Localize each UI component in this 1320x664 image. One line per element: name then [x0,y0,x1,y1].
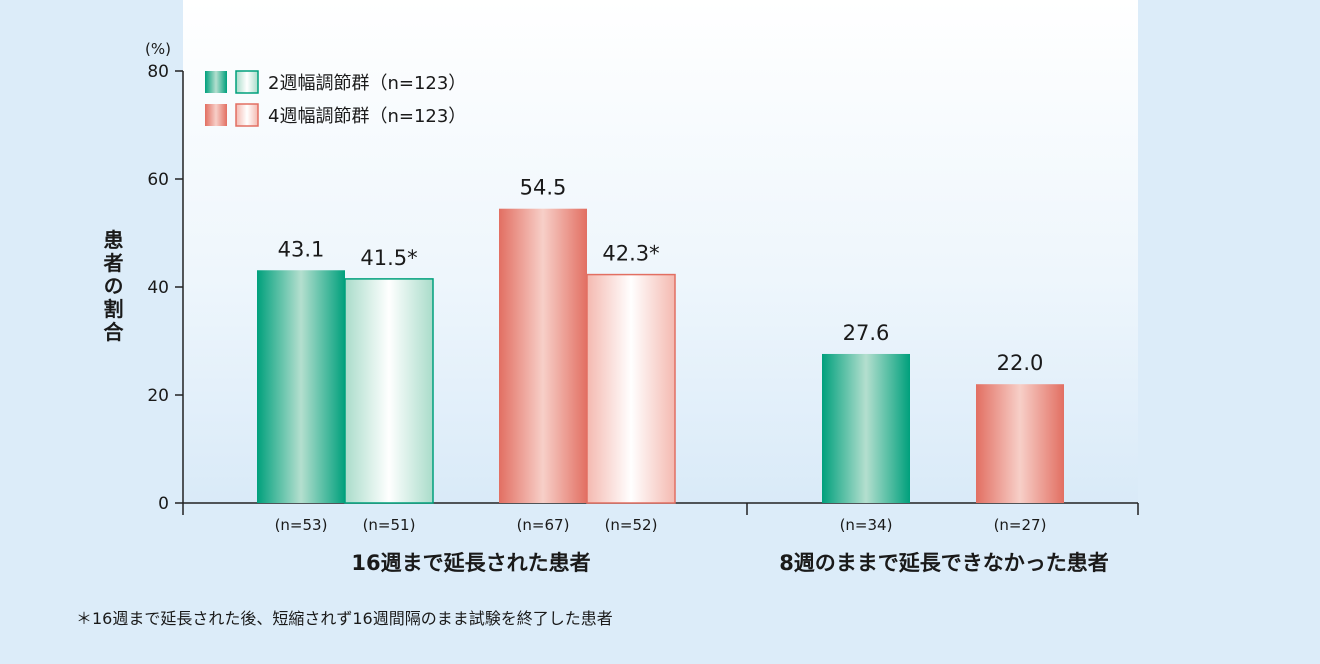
bar-value-label: 42.3* [602,242,659,266]
bar [499,208,587,503]
legend-swatch-solid [205,71,227,93]
category-label: 16週まで延長された患者 [351,551,590,575]
legend-swatch-light [235,70,259,94]
y-tick-label: 40 [147,278,169,298]
bar [257,270,345,503]
y-axis-label: 患者の割合 [100,229,124,344]
y-tick-label: 80 [147,62,169,82]
bar [586,273,676,504]
bars: 43.1 (n=53) 41.5* (n=51) 54.5 (n=67) 42.3* (n=5… [257,176,1109,575]
legend-swatch-light [235,103,259,127]
bar-value-label: 27.6 [843,321,890,345]
n-label: (n=34) [840,516,893,534]
legend-swatch-solid [205,104,227,126]
y-tick-label: 60 [147,170,169,190]
bar [822,353,910,503]
bar [976,384,1064,503]
n-label: (n=27) [994,516,1047,534]
n-label: (n=52) [605,516,658,534]
y-axis-unit: (%) [145,40,171,58]
category-label: 8週のままで延長できなかった患者 [779,551,1109,575]
legend-label: 4週幅調節群（n=123） [268,106,466,127]
n-label: (n=51) [363,516,416,534]
bar-value-label: 54.5 [520,176,567,200]
bar [344,278,434,504]
footnote: ＊16週まで延長された後、短縮されず16週間隔のまま試験を終了した患者 [76,609,613,628]
bar-value-label: 43.1 [278,237,325,261]
y-tick-label: 20 [147,386,169,406]
n-label: (n=67) [517,516,570,534]
legend: 2週幅調節群（n=123） 4週幅調節群（n=123） [205,70,466,127]
bar-value-label: 41.5* [360,246,417,270]
bar-value-label: 22.0 [997,351,1044,375]
legend-label: 2週幅調節群（n=123） [268,73,466,94]
n-label: (n=53) [275,516,328,534]
y-tick-label: 0 [158,494,169,514]
